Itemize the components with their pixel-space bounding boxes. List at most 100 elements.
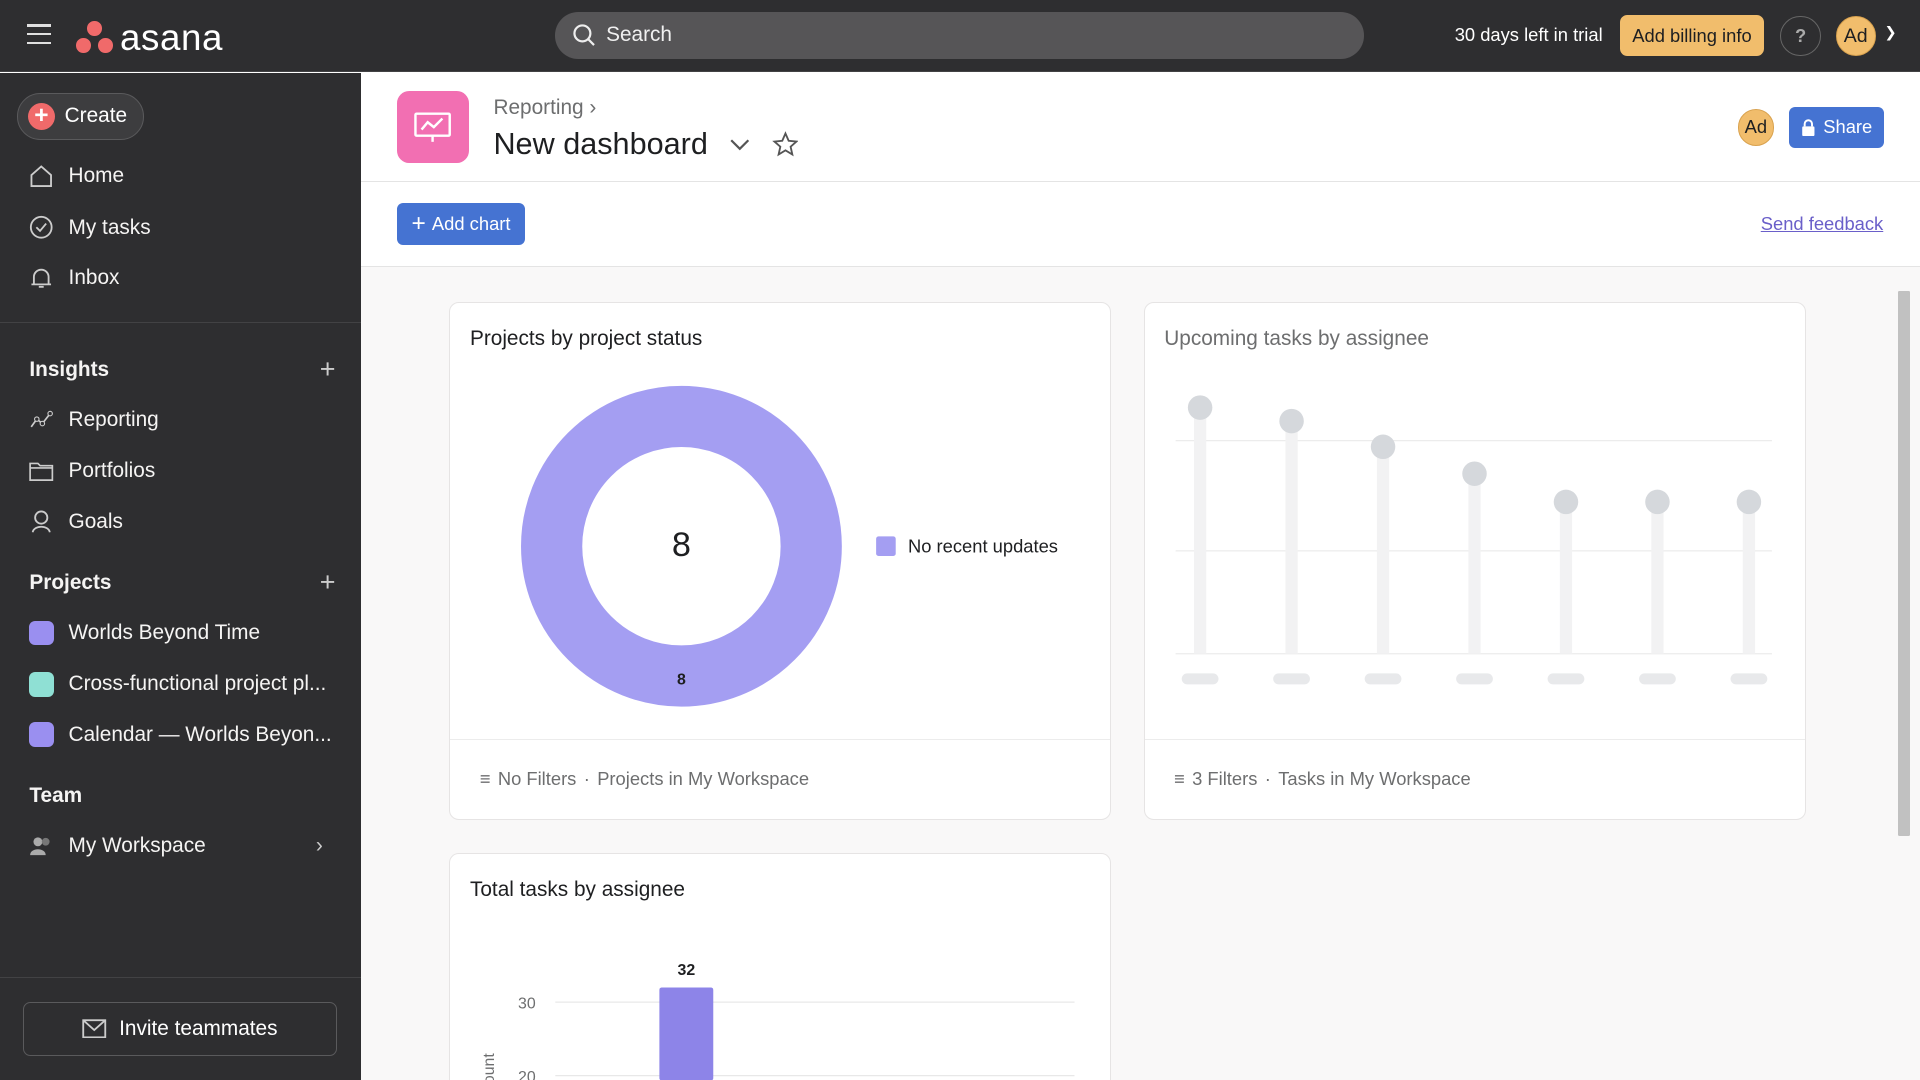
bar-value-label: 32 [678, 963, 696, 980]
add-project-icon[interactable]: + [319, 566, 336, 597]
filter-icon: ≡ [479, 768, 491, 790]
help-button[interactable]: ? [1780, 15, 1821, 57]
bar[interactable] [659, 987, 714, 1080]
reporting-icon [29, 408, 54, 432]
separator: · [583, 768, 590, 790]
team-header: Team [29, 784, 335, 808]
projects-header: Projects + [29, 566, 336, 597]
bar-chart: 30 20 Count 32 [481, 963, 1075, 1080]
skeleton-dot [1553, 489, 1578, 515]
project-color-icon [29, 722, 54, 747]
card-footer[interactable]: ≡ No Filters · Projects in My Workspace [450, 738, 1110, 820]
sidebar-item-portfolios[interactable]: Portfolios [0, 447, 361, 496]
divider [0, 977, 362, 979]
main-content: Reporting › New dashboard Ad Share + Add … [361, 73, 1920, 1080]
sidebar-item-label: Calendar — Worlds Beyon... [68, 722, 332, 746]
card-title: Projects by project status [469, 326, 703, 350]
skeleton-bar [1285, 420, 1298, 654]
loading-placeholder-chart [1175, 395, 1772, 685]
star-icon[interactable] [771, 131, 799, 158]
scrollbar-thumb[interactable] [1897, 291, 1911, 837]
plus-icon: + [411, 209, 426, 237]
section-title: Team [29, 783, 83, 807]
breadcrumb[interactable]: Reporting › [493, 96, 596, 120]
filter-icon: ≡ [1174, 768, 1185, 790]
skeleton-bar [1742, 501, 1755, 654]
create-button[interactable]: + Create [17, 93, 145, 140]
check-circle-icon [29, 215, 53, 240]
y-tick-label: 20 [518, 1069, 536, 1080]
skeleton-bar [1193, 407, 1206, 654]
sidebar-item-label: Reporting [68, 407, 159, 431]
chevron-right-icon[interactable]: › [315, 834, 323, 858]
donut-center-value: 8 [672, 526, 691, 564]
folder-icon [29, 459, 54, 483]
sidebar-item-my-workspace[interactable]: My Workspace › [0, 822, 361, 871]
skeleton-bar [1559, 501, 1572, 654]
dashboard-icon [396, 90, 469, 163]
sidebar-item-home[interactable]: Home [0, 152, 361, 201]
card-scope: Projects in My Workspace [597, 768, 810, 790]
plus-icon: + [27, 102, 55, 130]
card-footer[interactable]: ≡ 3 Filters · Tasks in My Workspace [1144, 738, 1806, 820]
sidebar-item-label: Home [68, 164, 125, 188]
lock-icon [1802, 119, 1815, 136]
add-billing-button[interactable]: Add billing info [1620, 14, 1764, 57]
legend-swatch [876, 536, 897, 556]
invite-teammates-button[interactable]: Invite teammates [23, 1001, 337, 1056]
menu-icon[interactable] [26, 24, 52, 45]
chart-card-total-tasks[interactable]: Total tasks by assignee 30 20 Count 32 [449, 853, 1111, 1080]
skeleton-label [1364, 673, 1402, 685]
card-title: Total tasks by assignee [469, 877, 685, 901]
chevron-down-icon[interactable]: ❯ [1884, 25, 1897, 42]
y-axis-label: Count [481, 1053, 498, 1080]
sidebar-project-item[interactable]: Worlds Beyond Time [0, 609, 361, 658]
skeleton-dot [1370, 434, 1395, 459]
dashboard-canvas: Projects by project status 8 8 No recent… [361, 266, 1920, 1080]
user-avatar[interactable]: Ad [1835, 15, 1876, 57]
member-avatar[interactable]: Ad [1737, 108, 1775, 146]
sidebar-project-item[interactable]: Calendar — Worlds Beyon... [0, 710, 361, 759]
slice-label: 8 [677, 671, 686, 688]
donut-chart: 8 8 No recent updates [521, 385, 1058, 707]
chart-card-project-status[interactable]: Projects by project status 8 8 No recent… [449, 302, 1111, 821]
mail-icon [82, 1019, 107, 1039]
legend-label: No recent updates [908, 535, 1058, 556]
add-chart-button[interactable]: + Add chart [396, 203, 526, 245]
divider [0, 322, 362, 324]
sidebar-project-item[interactable]: Cross-functional project pl... [0, 660, 361, 709]
project-color-icon [29, 620, 54, 646]
breadcrumb-reporting[interactable]: Reporting [493, 95, 584, 119]
skeleton-bar [1468, 473, 1481, 654]
filter-count: No Filters [497, 768, 577, 790]
sidebar-item-inbox[interactable]: Inbox [0, 253, 361, 302]
sidebar-item-reporting[interactable]: Reporting [0, 396, 361, 445]
share-label: Share [1823, 116, 1873, 138]
asana-logo[interactable]: asana [75, 17, 223, 59]
skeleton-label [1272, 673, 1310, 685]
dashboard-title[interactable]: New dashboard [493, 127, 708, 162]
donut-slice[interactable] [521, 385, 843, 707]
skeleton-bar [1650, 501, 1664, 654]
skeleton-bar [1376, 446, 1389, 654]
skeleton-dot [1644, 489, 1670, 515]
bell-icon [29, 266, 53, 290]
search-input[interactable]: Search [554, 12, 1365, 59]
chart-card-upcoming-tasks[interactable]: Upcoming tasks by assignee ≡ 3 Filters · Ta… [1143, 302, 1807, 821]
insights-header: Insights + [29, 353, 336, 384]
project-color-icon [29, 672, 54, 697]
home-icon [29, 164, 53, 188]
share-button[interactable]: Share [1788, 106, 1885, 149]
sidebar-item-label: Cross-functional project pl... [68, 672, 327, 696]
sidebar-item-my-tasks[interactable]: My tasks [0, 203, 361, 252]
page-title: New dashboard [493, 127, 799, 162]
skeleton-dot [1278, 408, 1304, 434]
skeleton-dot [1461, 461, 1487, 486]
send-feedback-link[interactable]: Send feedback [1760, 213, 1884, 235]
create-label: Create [64, 104, 128, 128]
skeleton-dot [1187, 395, 1213, 420]
sidebar-item-goals[interactable]: Goals [0, 497, 361, 546]
chevron-down-icon[interactable] [730, 139, 750, 151]
add-insight-icon[interactable]: + [319, 353, 336, 384]
skeleton-label [1638, 673, 1676, 685]
